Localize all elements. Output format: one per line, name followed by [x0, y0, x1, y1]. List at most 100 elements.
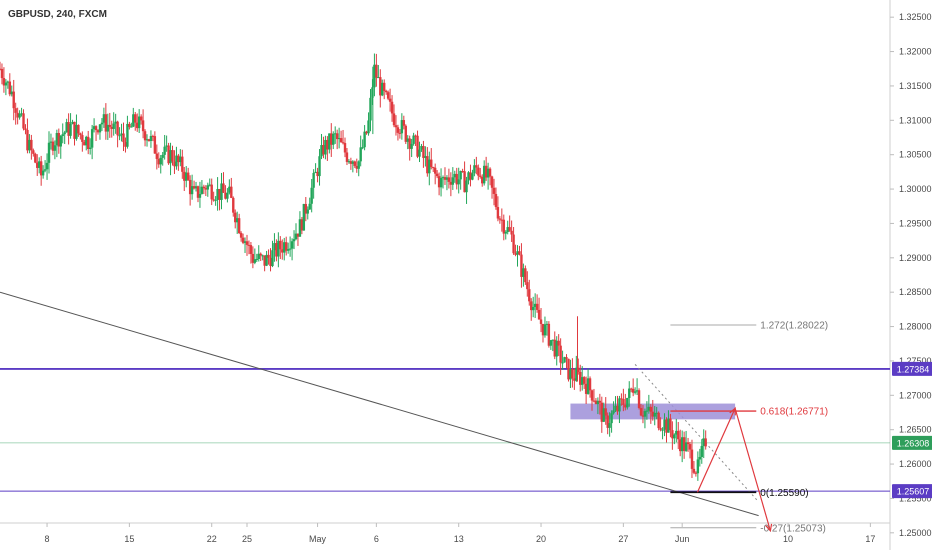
- candle-body: [279, 240, 282, 250]
- candle-body: [696, 459, 700, 474]
- candle-body: [606, 415, 609, 428]
- candle-body: [171, 150, 174, 162]
- candle-body: [590, 390, 594, 401]
- candle-body: [257, 253, 260, 260]
- candle-body: [55, 132, 59, 146]
- candle-body: [120, 133, 123, 136]
- candle-body: [271, 250, 274, 267]
- candle-body: [190, 186, 194, 195]
- candle-body: [449, 181, 453, 185]
- candle-body: [420, 146, 423, 150]
- candle-body: [106, 124, 110, 132]
- candle-body: [179, 156, 182, 163]
- candle-body: [200, 186, 204, 194]
- candle-body: [528, 289, 531, 302]
- candle-body: [102, 114, 106, 123]
- x-tick-label: 6: [374, 534, 379, 544]
- candle-body: [224, 192, 227, 199]
- candle-body: [435, 173, 439, 177]
- candle-body: [545, 323, 549, 325]
- candle-body: [637, 390, 641, 408]
- candle-body: [192, 186, 196, 189]
- candle-body: [526, 282, 529, 290]
- candle-body: [157, 158, 160, 165]
- candle-body: [653, 412, 656, 417]
- candle-body: [177, 155, 180, 163]
- candle-body: [647, 406, 651, 411]
- candle-body: [51, 141, 55, 151]
- candle-body: [316, 171, 319, 177]
- candle-body: [428, 159, 431, 174]
- candle-body: [83, 141, 86, 146]
- candle-body: [49, 141, 53, 143]
- candle-body: [620, 398, 623, 400]
- candle-body: [453, 173, 456, 178]
- candle-body: [520, 254, 523, 277]
- candle-body: [422, 146, 425, 158]
- candle-body: [8, 81, 12, 95]
- candle-body: [582, 377, 586, 384]
- candle-body: [616, 405, 619, 412]
- candle-body: [65, 122, 68, 133]
- candle-body: [249, 245, 253, 254]
- resistance-price-label: 1.27384: [897, 364, 930, 374]
- candle-body: [537, 309, 541, 320]
- candle-body: [592, 400, 596, 402]
- candle-body: [630, 388, 633, 390]
- fib-label: 1.272(1.28022): [760, 321, 828, 332]
- candle-body: [141, 120, 145, 132]
- candle-body: [486, 168, 490, 178]
- candle-body: [139, 116, 143, 121]
- candle-body: [661, 429, 664, 431]
- candle-body: [328, 133, 331, 150]
- candle-body: [163, 146, 166, 155]
- candle-body: [455, 173, 458, 185]
- candle-body: [12, 91, 15, 109]
- candle-body: [618, 398, 621, 412]
- candle-body: [684, 442, 688, 451]
- candle-body: [24, 128, 27, 130]
- x-tick-label: May: [309, 534, 327, 544]
- candle-body: [373, 64, 376, 88]
- candle-body: [298, 219, 302, 237]
- candle-body: [569, 369, 572, 380]
- candle-body: [588, 378, 592, 391]
- candle-body: [130, 126, 133, 128]
- candle-body: [4, 82, 8, 86]
- x-tick-label: 8: [45, 534, 50, 544]
- candle-body: [204, 188, 208, 190]
- candle-body: [573, 378, 576, 381]
- candle-body: [134, 114, 137, 123]
- x-axis-ticks: 8 15 22 25 May 6 13 20 27 Jun 10 17: [45, 523, 875, 544]
- candle-body: [126, 123, 129, 147]
- candle-body: [234, 212, 237, 223]
- y-tick-label: 1.25000: [899, 528, 932, 538]
- candle-body: [308, 203, 311, 210]
- y-tick-label: 1.26500: [899, 425, 932, 435]
- candle-body: [181, 156, 184, 172]
- candle-body: [265, 254, 268, 266]
- candle-body: [239, 233, 243, 238]
- candle-body: [392, 113, 396, 126]
- dotted-channel-line: [634, 364, 759, 503]
- candle-body: [624, 404, 627, 408]
- candle-body: [477, 167, 480, 176]
- candle-body: [367, 120, 370, 134]
- candle-body: [322, 145, 325, 155]
- candle-body: [136, 122, 139, 129]
- candle-body: [71, 121, 74, 124]
- candle-body: [269, 257, 272, 267]
- candle-body: [541, 323, 545, 336]
- candle-body: [388, 98, 392, 102]
- candle-body: [690, 449, 694, 469]
- candle-body: [426, 156, 429, 174]
- candle-body: [622, 399, 625, 405]
- candle-body: [226, 192, 229, 199]
- candle-body: [288, 248, 292, 250]
- candle-body: [659, 428, 662, 430]
- candle-body: [396, 127, 400, 133]
- candle-body: [290, 241, 294, 249]
- candle-body: [300, 219, 304, 231]
- candle-body: [645, 410, 649, 412]
- candle-body: [612, 410, 615, 414]
